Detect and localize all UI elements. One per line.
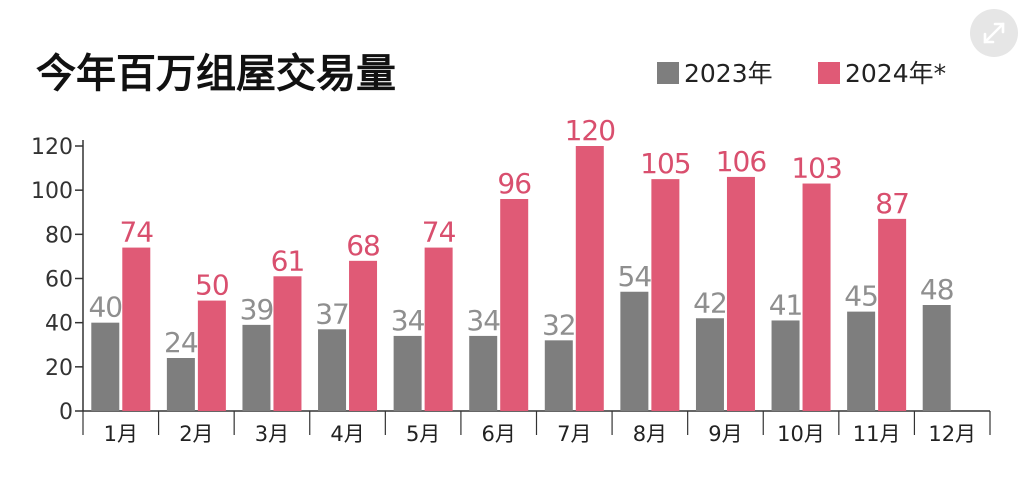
data-label-2024: 74 xyxy=(119,216,153,249)
data-label-2024: 50 xyxy=(195,269,229,302)
data-label-2023: 37 xyxy=(315,297,349,330)
bar-2024 xyxy=(273,276,302,411)
bars xyxy=(91,146,951,411)
bar-2024 xyxy=(500,199,529,411)
axes: 0 20 40 60 80 100 120 1月 2月 3月 4月 5月 6月 7月 8月 9月 10月 11月 1… xyxy=(31,135,991,446)
bar-2023 xyxy=(242,324,271,411)
data-label-2023: 39 xyxy=(240,293,274,326)
x-tick-label: 11月 xyxy=(853,422,901,446)
bar-2023 xyxy=(922,305,951,411)
bar-2024 xyxy=(726,176,755,411)
bar-2024 xyxy=(197,300,226,411)
x-tick-label: 12月 xyxy=(928,422,976,446)
data-label-2023: 34 xyxy=(391,304,425,337)
data-label-2023: 54 xyxy=(618,260,652,293)
data-labels: 40 74 24 50 39 61 37 68 34 74 34 96 32 120 54 105 42 106 4… xyxy=(88,114,954,359)
legend-swatch-2024 xyxy=(818,62,840,84)
bar-2023 xyxy=(91,322,120,411)
bar-2024 xyxy=(802,183,831,411)
bar-2024 xyxy=(575,146,604,411)
bar-2023 xyxy=(620,291,649,411)
x-tick-label: 4月 xyxy=(330,422,364,446)
bar-2023 xyxy=(318,329,347,411)
data-label-2023: 42 xyxy=(693,286,727,319)
data-label-2023: 48 xyxy=(920,273,954,306)
data-label-2024: 87 xyxy=(875,187,909,220)
legend-label-2024: 2024年* xyxy=(845,59,946,88)
y-tick-label: 60 xyxy=(45,268,73,293)
legend-swatch-2023 xyxy=(657,62,679,84)
data-label-2023: 32 xyxy=(542,308,576,341)
data-label-2023: 41 xyxy=(769,288,803,321)
y-tick-label: 40 xyxy=(45,312,73,337)
bar-2024 xyxy=(651,179,680,411)
x-tick-label: 3月 xyxy=(255,422,289,446)
x-tick-label: 8月 xyxy=(633,422,667,446)
data-label-2023: 45 xyxy=(844,280,878,313)
expand-icon xyxy=(983,22,1005,44)
bar-2023 xyxy=(469,335,498,411)
chart-title: 今年百万组屋交易量 xyxy=(36,51,396,97)
data-label-2024: 96 xyxy=(497,167,531,200)
bar-2024 xyxy=(349,260,378,411)
bar-2023 xyxy=(544,340,573,411)
x-tick-label: 9月 xyxy=(708,422,742,446)
y-tick-label: 100 xyxy=(31,179,73,204)
bar-2023 xyxy=(695,318,724,411)
data-label-2023: 40 xyxy=(88,291,122,324)
data-label-2024: 74 xyxy=(422,216,456,249)
data-label-2024: 106 xyxy=(716,145,767,178)
bar-2023 xyxy=(393,335,422,411)
legend: 2023年 2024年* xyxy=(657,59,946,88)
data-label-2024: 103 xyxy=(791,152,841,185)
y-tick-label: 80 xyxy=(45,223,73,248)
data-label-2024: 61 xyxy=(271,244,305,277)
y-tick-label: 120 xyxy=(31,135,73,160)
bar-2024 xyxy=(424,247,453,411)
bar-2023 xyxy=(771,320,800,411)
x-tick-label: 1月 xyxy=(104,422,138,446)
x-tick-label: 10月 xyxy=(777,422,825,446)
bar-2024 xyxy=(122,247,151,411)
y-tick-label: 0 xyxy=(59,400,73,425)
x-tick-label: 7月 xyxy=(557,422,591,446)
x-tick-label: 6月 xyxy=(482,422,516,446)
y-tick-label: 20 xyxy=(45,356,73,381)
data-label-2023: 24 xyxy=(164,326,198,359)
data-label-2024: 68 xyxy=(346,229,380,262)
bar-2024 xyxy=(878,218,907,411)
expand-button[interactable] xyxy=(970,9,1018,57)
legend-label-2023: 2023年 xyxy=(684,59,773,88)
bar-2023 xyxy=(166,358,195,411)
data-label-2024: 105 xyxy=(640,147,690,180)
x-tick-label: 5月 xyxy=(406,422,440,446)
x-tick-label: 2月 xyxy=(179,422,213,446)
data-label-2024: 120 xyxy=(565,114,615,147)
bar-2023 xyxy=(847,311,876,411)
data-label-2023: 34 xyxy=(466,304,500,337)
